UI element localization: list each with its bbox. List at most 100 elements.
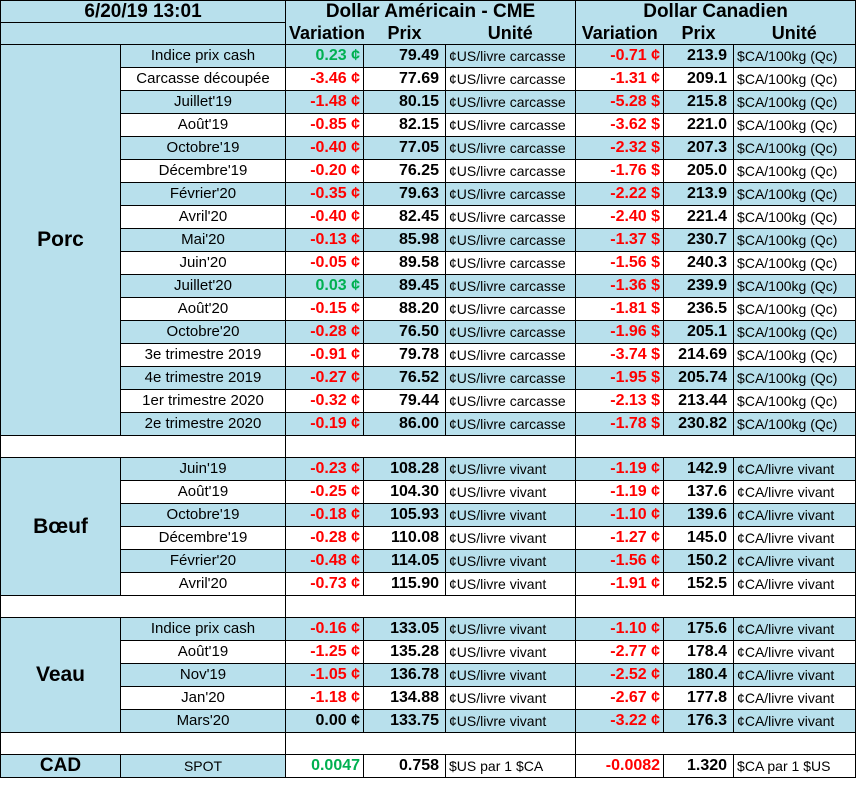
cad-unit: $CA/100kg (Qc) [733,274,856,298]
cad-price: 214.69 [663,343,735,367]
usd-price: 110.08 [363,526,447,550]
cad-price: 180.4 [663,663,735,687]
usd-variation: -0.48 ¢ [285,549,365,573]
table-row: Octobre'19 -0.40 ¢ 77.05 ¢US/livre carcasse… [1,136,856,160]
usd-col-variation: Variation [285,22,364,45]
cad-col-prix: Prix [663,22,734,45]
usd-price: 76.50 [363,320,447,344]
spacer-cell [285,732,577,755]
cad-price: 236.5 [663,297,735,321]
cad-variation: -1.76 $ [575,159,665,183]
cad-price: 152.5 [663,572,735,596]
contract-label: Août'19 [119,113,287,137]
spacer-cell [0,435,287,458]
contract-label: 3e trimestre 2019 [119,343,287,367]
cad-variation: -1.81 $ [575,297,665,321]
cad-variation: -2.32 $ [575,136,665,160]
cad-variation: -1.56 ¢ [575,549,665,573]
usd-variation: -0.16 ¢ [285,617,365,641]
usd-price: 76.25 [363,159,447,183]
contract-label: Avril'20 [119,205,287,229]
cad-price: 215.8 [663,90,735,114]
cad-price: 239.9 [663,274,735,298]
usd-unit: ¢US/livre vivant [445,686,577,710]
cad-variation: -1.19 ¢ [575,457,665,481]
cad-price: 213.44 [663,389,735,413]
cad-variation: -2.67 ¢ [575,686,665,710]
usd-price: 89.45 [363,274,447,298]
contract-label: Indice prix cash [119,44,287,68]
usd-price: 77.69 [363,67,447,91]
cad-unit: ¢CA/livre vivant [733,663,856,687]
table-row: Veau Indice prix cash -0.16 ¢ 133.05 ¢US/liv… [0,617,856,733]
usd-unit: $US par 1 $CA [445,754,577,778]
cad-spot-row: CAD SPOT 0.0047 0.758 $US par 1 $CA -0.0082 1.… [0,754,856,778]
contract-label: Août'19 [119,640,287,664]
cad-variation: -1.95 $ [575,366,665,390]
cad-variation: -1.10 ¢ [575,503,665,527]
usd-unit: ¢US/livre carcasse [445,205,577,229]
category-label: CAD [0,754,121,778]
usd-unit: ¢US/livre vivant [445,526,577,550]
usd-variation: -0.85 ¢ [285,113,365,137]
cad-price: 137.6 [663,480,735,504]
usd-price: 80.15 [363,90,447,114]
category-label: Bœuf [0,457,121,596]
usd-variation: -0.91 ¢ [285,343,365,367]
contract-label: Indice prix cash [119,617,287,641]
header-blank [0,22,287,45]
table-row: Mars'20 0.00 ¢ 133.75 ¢US/livre vivant -3.22… [1,709,856,733]
table-row: Juillet'19 -1.48 ¢ 80.15 ¢US/livre carcasse… [1,90,856,114]
usd-variation: 0.00 ¢ [285,709,365,733]
cad-unit: $CA/100kg (Qc) [733,90,856,114]
cad-price: 1.320 [663,754,735,778]
contract-label: Avril'20 [119,572,287,596]
spacer-cell [575,595,856,618]
cad-price: 240.3 [663,251,735,275]
cad-unit: $CA/100kg (Qc) [733,159,856,183]
cad-unit: $CA/100kg (Qc) [733,136,856,160]
usd-variation: -0.28 ¢ [285,526,365,550]
spacer-cell [575,435,856,458]
usd-variation: -0.23 ¢ [285,457,365,481]
usd-unit: ¢US/livre carcasse [445,297,577,321]
table-row: Avril'20 -0.73 ¢ 115.90 ¢US/livre vivant -1.… [1,572,856,596]
usd-unit: ¢US/livre carcasse [445,389,577,413]
cad-unit: ¢CA/livre vivant [733,617,856,641]
table-row: Août'19 -1.25 ¢ 135.28 ¢US/livre vivant -2.7… [1,640,856,664]
usd-unit: ¢US/livre carcasse [445,228,577,252]
usd-price: 79.63 [363,182,447,206]
table-row: 2e trimestre 2020 -0.19 ¢ 86.00 ¢US/livre c… [1,412,856,436]
cad-unit: $CA par 1 $US [733,754,856,778]
cad-price: 221.0 [663,113,735,137]
usd-price: 135.28 [363,640,447,664]
contract-label: Jan'20 [119,686,287,710]
table-row: Jan'20 -1.18 ¢ 134.88 ¢US/livre vivant -2.67… [1,686,856,710]
cad-unit: $CA/100kg (Qc) [733,228,856,252]
table-row: Février'20 -0.48 ¢ 114.05 ¢US/livre vivant -… [1,549,856,573]
table-row: 3e trimestre 2019 -0.91 ¢ 79.78 ¢US/livre c… [1,343,856,367]
table-row: Décembre'19 -0.28 ¢ 110.08 ¢US/livre vivant… [1,526,856,550]
cad-variation: -3.74 $ [575,343,665,367]
usd-variation: -0.40 ¢ [285,136,365,160]
usd-unit: ¢US/livre carcasse [445,320,577,344]
cad-variation: -2.13 $ [575,389,665,413]
contract-label: Juillet'20 [119,274,287,298]
cad-variation: -2.52 ¢ [575,663,665,687]
usd-price: 104.30 [363,480,447,504]
usd-unit: ¢US/livre vivant [445,457,577,481]
cad-price: 230.82 [663,412,735,436]
table-row: 4e trimestre 2019 -0.27 ¢ 76.52 ¢US/livre c… [1,366,856,390]
usd-col-unite: Unité [445,22,577,45]
table-row: Août'20 -0.15 ¢ 88.20 ¢US/livre carcasse -1.… [1,297,856,321]
timestamp: 6/20/19 13:01 [0,0,287,23]
header-row-1: 6/20/19 13:01 Dollar Américain - CME Dol… [0,0,856,23]
table-row: Bœuf Juin'19 -0.23 ¢ 108.28 ¢US/livre vivant… [0,457,856,596]
usd-unit: ¢US/livre carcasse [445,366,577,390]
usd-price: 77.05 [363,136,447,160]
table-row: Août'19 -0.85 ¢ 82.15 ¢US/livre carcasse -3.… [1,113,856,137]
cad-variation: -1.96 $ [575,320,665,344]
contract-label: Juillet'19 [119,90,287,114]
